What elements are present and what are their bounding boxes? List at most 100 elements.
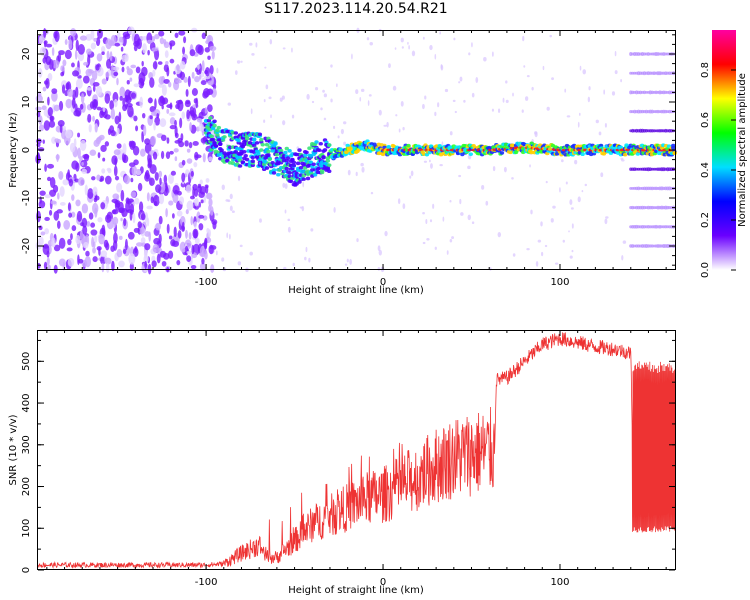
spectrogram-cell [130, 92, 137, 99]
spectrogram-cell [111, 198, 118, 204]
spectrogram-cell [458, 174, 462, 178]
spectrogram-cell [620, 79, 623, 83]
spectrogram-cell [288, 179, 294, 184]
spectrogram-cell [189, 49, 196, 57]
spectrogram-ylabel: Frequency (Hz) [8, 112, 19, 188]
spectrogram-cell [181, 111, 186, 120]
spectrogram-cell [582, 69, 587, 75]
spectrogram-cell [302, 181, 305, 188]
spectrogram-cell [672, 151, 677, 156]
spectrogram-cell [68, 39, 73, 50]
spectrogram-cell [129, 77, 133, 82]
spectrogram-cell [160, 150, 165, 160]
spectrogram-cell [135, 169, 142, 176]
spectrogram-cell [154, 48, 160, 61]
spectrogram-cell [133, 83, 140, 88]
spectrogram-cell [512, 92, 514, 97]
spectrogram-cell [429, 44, 433, 51]
spectrogram-cell [471, 42, 473, 48]
spectrogram-cell [122, 31, 130, 38]
spectrogram-cell [237, 175, 241, 182]
spectrogram-cell [94, 123, 98, 133]
spectrogram-cell [186, 148, 191, 153]
spectrogram-cell [468, 152, 474, 156]
y-tick-label: 10 [21, 96, 32, 109]
spectrogram-cell [534, 131, 538, 138]
spectrogram-cell [62, 59, 67, 67]
spectrogram-cell [179, 117, 183, 129]
spectrogram-cell [38, 225, 43, 231]
spectrogram-cell [158, 170, 163, 178]
spectrogram-cell [148, 177, 155, 186]
spectrogram-cell [80, 93, 85, 104]
spectrogram-cell [181, 172, 186, 183]
spectrogram-cell [439, 31, 442, 35]
spectrogram-cell [106, 58, 112, 69]
spectrogram-cell [59, 201, 66, 206]
spectrogram-cell [429, 219, 433, 223]
spectrogram-cell [368, 94, 372, 97]
spectrogram-cell [38, 236, 44, 247]
spectrogram-cell [53, 244, 61, 252]
spectrogram-cell [93, 37, 98, 42]
spectrogram-cell [550, 218, 554, 223]
spectrogram-cell [110, 130, 116, 137]
spectrogram-cell [505, 99, 509, 104]
spectrogram-cell [137, 221, 142, 229]
spectrogram-cell [71, 62, 75, 68]
spectrogram-cell [104, 114, 111, 120]
spectrogram-cell [209, 64, 214, 75]
spectrogram-cell [158, 30, 165, 37]
spectrogram-cell [92, 241, 96, 248]
spectrogram-cell [43, 120, 50, 131]
spectrogram-cell [330, 64, 333, 68]
spectrogram-cell [59, 186, 65, 197]
spectrogram-cell [70, 211, 76, 218]
spectrogram-cell [149, 77, 155, 88]
spectrogram-cell [46, 163, 55, 169]
spectrogram-cell [284, 146, 289, 151]
spectrogram-cell [89, 149, 97, 156]
spectrogram-cell [115, 202, 121, 208]
colorbar-tick-label: 0.4 [700, 162, 711, 178]
spectrogram-cell [138, 72, 146, 84]
spectrogram-cell [198, 214, 205, 219]
spectrogram-cell [75, 86, 79, 98]
spectrogram-cell [221, 184, 225, 191]
spectrogram-cell [140, 237, 146, 244]
spectrogram-cell [101, 51, 105, 56]
spectrogram-cell [163, 41, 170, 49]
spectrogram-cell [215, 133, 220, 137]
spectrogram-cell [259, 148, 264, 152]
spectrogram-cell [377, 245, 381, 252]
spectrogram-cell [154, 98, 157, 110]
spectrogram-cell [133, 33, 140, 46]
spectrogram-cell [113, 98, 118, 108]
spectrogram-cell [59, 123, 63, 134]
spectrogram-cell [204, 251, 208, 260]
spectrogram-cell [410, 170, 414, 177]
spectrogram-cell [333, 206, 336, 213]
spectrogram-cell [178, 30, 186, 36]
spectrogram-cell [361, 166, 365, 173]
spectrogram-cell [349, 258, 352, 265]
spectrogram-cell [355, 171, 358, 177]
spectrogram-cell [156, 113, 160, 119]
spectrogram-cell [265, 84, 269, 90]
spectrogram-cell [343, 141, 347, 146]
spectrogram-cell [144, 172, 151, 182]
spectrogram-cell [60, 65, 65, 72]
spectrogram-cell [384, 230, 388, 237]
spectrogram-cell [370, 191, 374, 195]
spectrogram-cell [47, 73, 53, 82]
spectrogram-cell [452, 99, 456, 103]
spectrogram-cell [109, 51, 113, 62]
spectrogram-cell [481, 185, 485, 190]
spectrogram-cell [158, 233, 162, 244]
spectrogram-cell [97, 152, 101, 159]
spectrogram-cell [189, 106, 194, 116]
spectrogram-cell [139, 96, 144, 108]
spectrogram-cell [68, 212, 73, 218]
spectrogram-cell [581, 189, 584, 193]
spectrogram-cell [105, 242, 110, 251]
